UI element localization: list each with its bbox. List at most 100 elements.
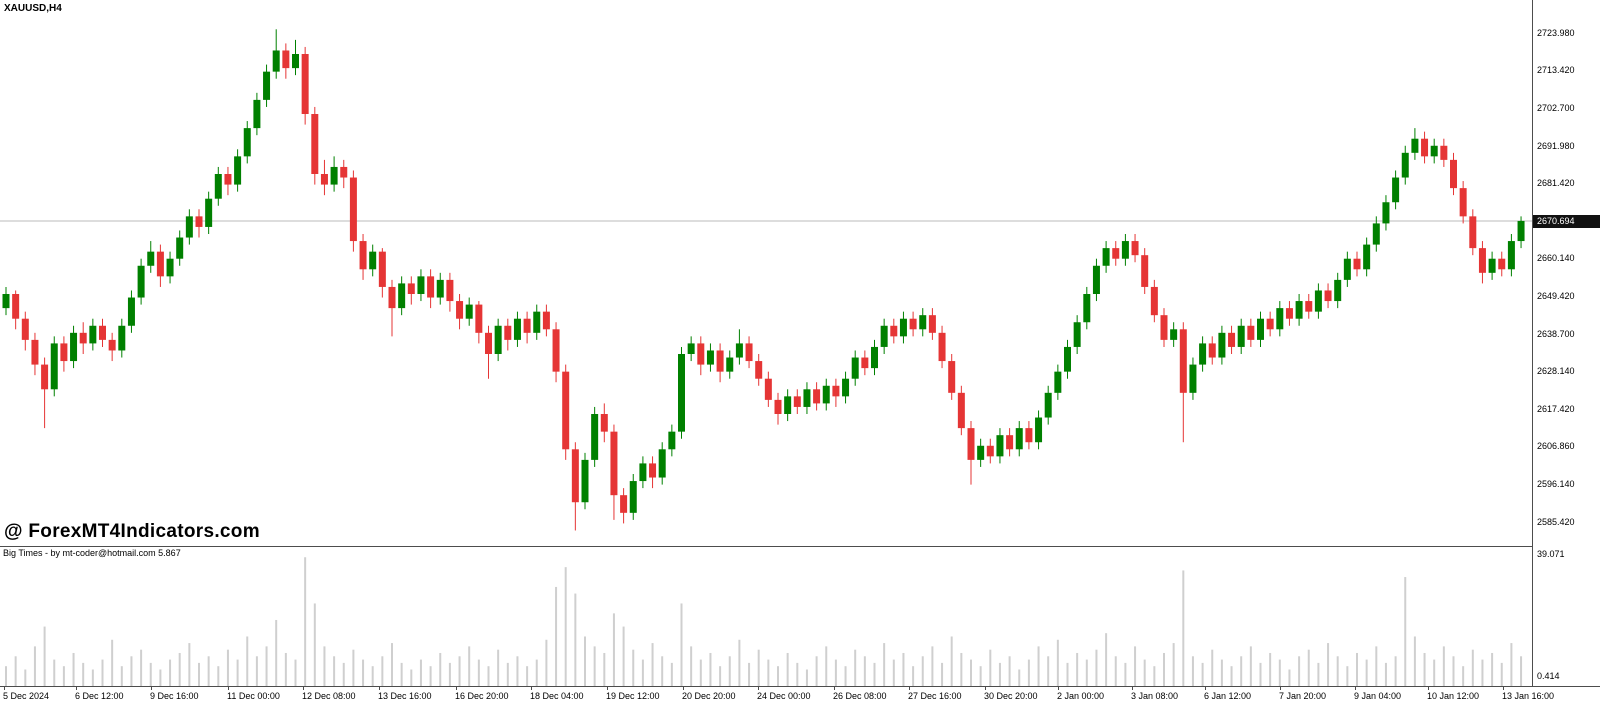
bull-candle bbox=[253, 99, 261, 129]
time-axis-tick bbox=[1428, 687, 1429, 690]
indicator-bar bbox=[352, 649, 355, 686]
price-axis[interactable]: 2723.980 2713.420 2702.700 2691.980 2681.420… bbox=[1533, 0, 1600, 686]
indicator-bar bbox=[255, 656, 258, 686]
main-chart-area[interactable]: XAUUSD,H4 @ ForexMT4Indicators.com bbox=[0, 0, 1532, 546]
indicator-bar bbox=[535, 659, 538, 686]
indicator-histogram-canvas[interactable] bbox=[0, 547, 1532, 686]
indicator-bar bbox=[545, 639, 548, 686]
indicator-bar bbox=[844, 666, 847, 686]
indicator-bar bbox=[362, 659, 365, 686]
bear-candle bbox=[1421, 138, 1429, 157]
time-axis[interactable]: 5 Dec 2024 6 Dec 12:00 9 Dec 16:00 11 Dec 0… bbox=[0, 687, 1600, 713]
indicator-bar bbox=[371, 666, 374, 686]
indicator-bar bbox=[873, 662, 876, 686]
indicator-bar bbox=[1027, 659, 1030, 686]
indicator-bar bbox=[130, 656, 133, 686]
indicator-bar bbox=[1191, 656, 1194, 686]
indicator-bar bbox=[275, 619, 278, 686]
price-tick-label: 2713.420 bbox=[1537, 65, 1575, 76]
time-axis-tick bbox=[683, 687, 684, 690]
time-axis-label: 9 Dec 16:00 bbox=[150, 691, 199, 701]
indicator-bar bbox=[815, 656, 818, 686]
indicator-bar bbox=[699, 659, 702, 686]
indicator-bar bbox=[574, 593, 577, 686]
bear-candle bbox=[571, 449, 579, 503]
indicator-bar bbox=[506, 662, 509, 686]
indicator-bar bbox=[1240, 656, 1243, 686]
bull-candle bbox=[272, 50, 280, 72]
indicator-bar bbox=[1182, 570, 1185, 686]
bull-candle bbox=[735, 343, 743, 358]
bear-candle bbox=[1228, 332, 1236, 347]
bear-candle bbox=[1150, 286, 1158, 316]
bear-candle bbox=[378, 251, 386, 287]
bull-candle bbox=[137, 265, 145, 298]
indicator-bar bbox=[854, 649, 857, 686]
price-tick-label: 2596.140 bbox=[1537, 479, 1575, 490]
time-axis-tick bbox=[228, 687, 229, 690]
time-axis-tick bbox=[531, 687, 532, 690]
indicator-bar bbox=[941, 662, 944, 686]
indicator-bar bbox=[834, 659, 837, 686]
candlestick-canvas[interactable] bbox=[0, 0, 1532, 546]
indicator-panel[interactable]: Big Times - by mt-coder@hotmail.com 5.86… bbox=[0, 547, 1532, 686]
bear-candle bbox=[224, 174, 232, 185]
indicator-bar bbox=[690, 646, 693, 686]
price-tick-label: 2585.420 bbox=[1537, 516, 1575, 527]
bull-candle bbox=[1430, 145, 1438, 157]
bull-candle bbox=[166, 258, 174, 277]
time-axis-label: 7 Jan 20:00 bbox=[1279, 691, 1327, 701]
indicator-bar bbox=[72, 652, 75, 686]
bull-candle bbox=[1334, 279, 1342, 302]
time-axis-label: 11 Dec 00:00 bbox=[227, 691, 280, 701]
indicator-bar bbox=[1211, 649, 1214, 686]
bear-candle bbox=[600, 414, 608, 432]
bear-candle bbox=[1112, 248, 1120, 259]
indicator-bar bbox=[1452, 656, 1455, 686]
indicator-bar bbox=[265, 646, 268, 686]
bear-candle bbox=[649, 463, 657, 478]
indicator-bar bbox=[1047, 656, 1050, 686]
bear-candle bbox=[195, 216, 203, 227]
window-separator-line[interactable] bbox=[0, 546, 1600, 547]
indicator-bar bbox=[294, 659, 297, 686]
indicator-bar bbox=[1375, 646, 1378, 686]
time-axis-label: 10 Jan 12:00 bbox=[1427, 691, 1480, 701]
indicator-bar bbox=[931, 646, 934, 686]
bull-candle bbox=[919, 315, 927, 330]
indicator-bar bbox=[101, 659, 104, 686]
time-axis-tick bbox=[758, 687, 759, 690]
time-axis-label: 24 Dec 00:00 bbox=[757, 691, 811, 701]
time-axis-tick bbox=[985, 687, 986, 690]
indicator-bar bbox=[1288, 669, 1291, 686]
bear-candle bbox=[523, 318, 531, 333]
indicator-bar bbox=[120, 666, 123, 686]
bull-candle bbox=[1092, 265, 1100, 294]
bull-candle bbox=[1295, 301, 1303, 319]
price-tick-label: 2691.980 bbox=[1537, 140, 1575, 151]
indicator-bar bbox=[236, 659, 239, 686]
indicator-bar bbox=[641, 659, 644, 686]
bull-candle bbox=[1372, 223, 1380, 245]
indicator-bar bbox=[429, 666, 432, 686]
indicator-bar bbox=[564, 567, 567, 686]
bear-candle bbox=[311, 114, 319, 174]
indicator-bar bbox=[1462, 666, 1465, 686]
indicator-bar bbox=[1500, 662, 1503, 686]
bear-candle bbox=[60, 343, 68, 362]
indicator-bar bbox=[1269, 652, 1272, 686]
bear-candle bbox=[485, 332, 492, 354]
bull-candle bbox=[185, 216, 193, 238]
indicator-bar bbox=[14, 656, 17, 686]
bear-candle bbox=[31, 339, 39, 365]
bear-candle bbox=[928, 315, 936, 333]
indicator-bar bbox=[651, 643, 654, 686]
bull-candle bbox=[851, 357, 859, 379]
bear-candle bbox=[1498, 258, 1506, 270]
time-axis-tick bbox=[1058, 687, 1059, 690]
indicator-bar bbox=[1134, 646, 1137, 686]
bull-candle bbox=[1073, 322, 1081, 347]
indicator-bar bbox=[487, 666, 490, 686]
bear-candle bbox=[542, 311, 550, 330]
bear-candle bbox=[697, 343, 705, 365]
